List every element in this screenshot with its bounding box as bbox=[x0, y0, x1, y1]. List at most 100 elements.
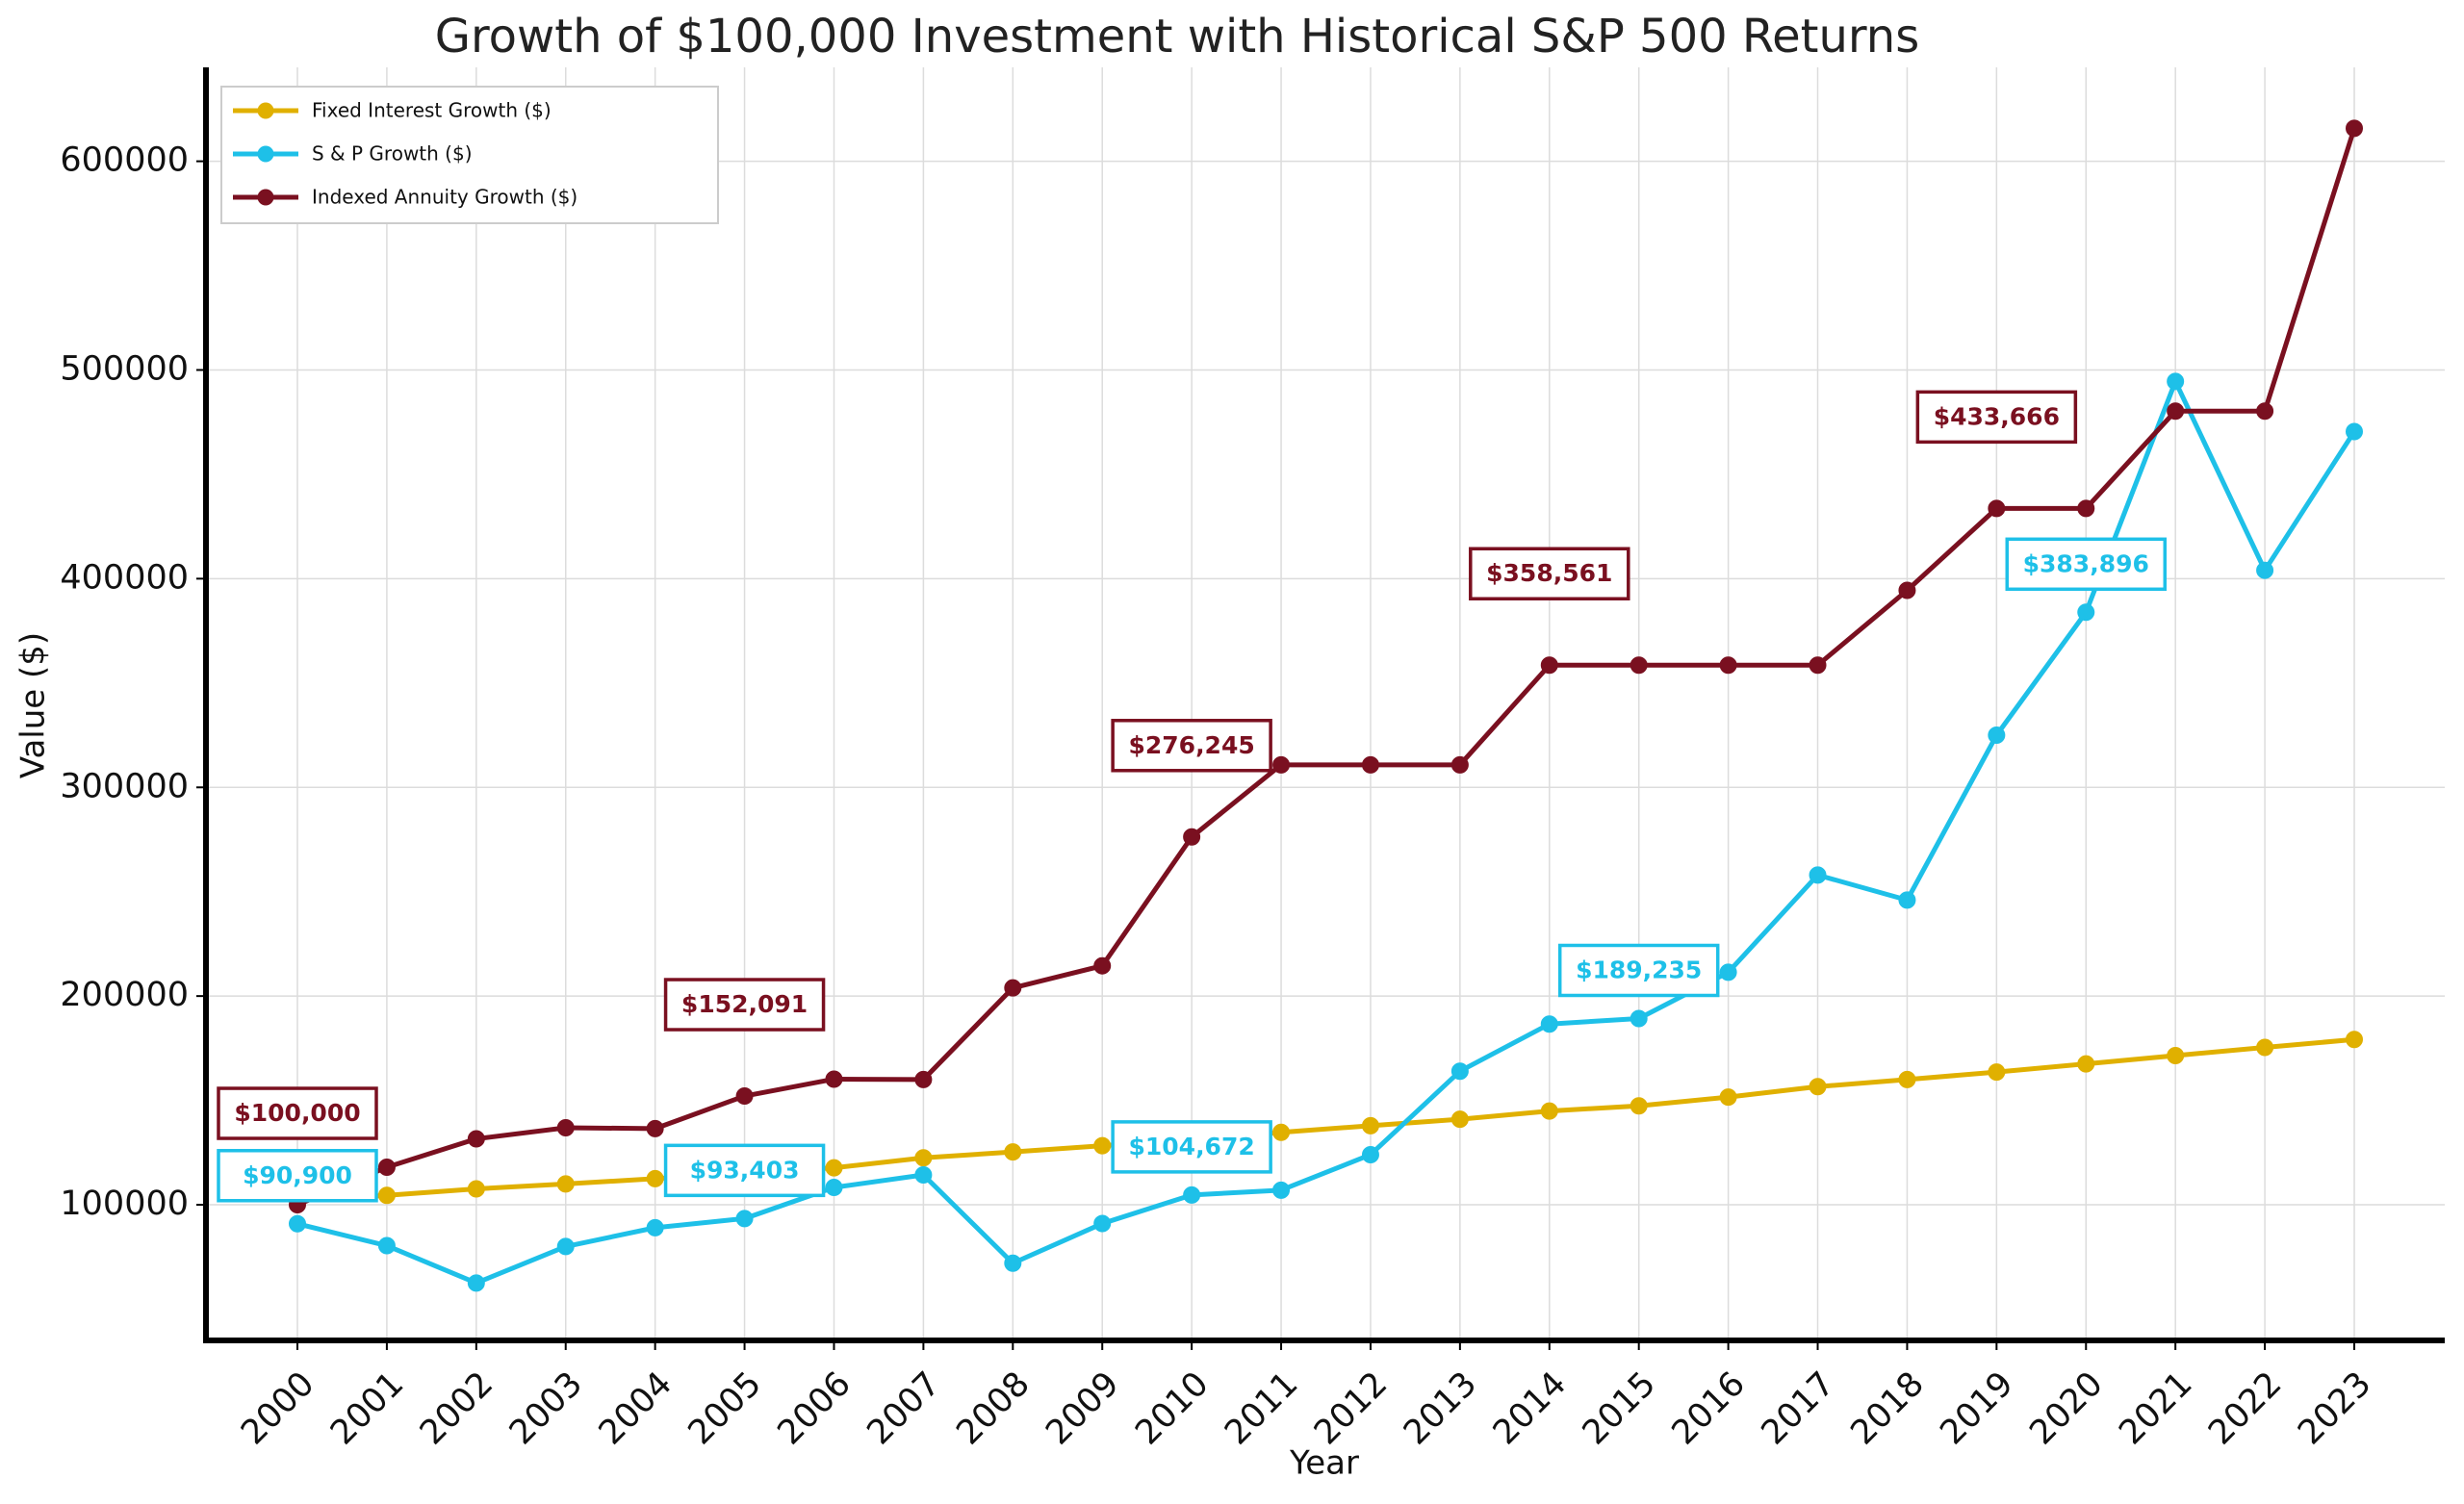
data-point bbox=[1093, 1136, 1112, 1155]
value-label-box bbox=[663, 978, 826, 1032]
data-point bbox=[2256, 402, 2274, 421]
value-label: $90,900 bbox=[243, 1161, 352, 1189]
data-point bbox=[1183, 1185, 1201, 1204]
data-point bbox=[1988, 1063, 2006, 1082]
data-point bbox=[289, 1214, 306, 1233]
data-point bbox=[646, 1119, 664, 1137]
value-label: $358,561 bbox=[1486, 559, 1612, 587]
data-point bbox=[1450, 755, 1469, 774]
value-label-box bbox=[663, 1143, 826, 1198]
data-point bbox=[2256, 1038, 2274, 1057]
data-point bbox=[1540, 656, 1558, 675]
data-point bbox=[1630, 656, 1648, 675]
data-point bbox=[2346, 119, 2363, 138]
data-point bbox=[2077, 499, 2095, 518]
value-label: $276,245 bbox=[1128, 731, 1254, 759]
data-point bbox=[735, 1210, 754, 1228]
y-tick-label: 100000 bbox=[60, 1185, 189, 1223]
series-line bbox=[296, 127, 2357, 1208]
data-point bbox=[1719, 963, 1737, 981]
legend-label: S & P Growth ($) bbox=[312, 142, 473, 166]
data-point bbox=[467, 1274, 485, 1292]
y-axis-label: Value ($) bbox=[14, 632, 53, 778]
value-label-box bbox=[1915, 390, 2078, 445]
value-label: $433,666 bbox=[1934, 402, 2060, 430]
data-point bbox=[556, 1118, 575, 1136]
data-point bbox=[1809, 866, 1827, 884]
value-label: $189,235 bbox=[1576, 956, 1702, 983]
data-point bbox=[2167, 372, 2185, 391]
data-point bbox=[1272, 1123, 1291, 1141]
value-label: $93,403 bbox=[690, 1156, 800, 1184]
data-point bbox=[1630, 1009, 1648, 1028]
data-point bbox=[467, 1180, 485, 1198]
legend-marker bbox=[257, 145, 274, 163]
value-label-box bbox=[217, 1086, 378, 1140]
data-point bbox=[646, 1218, 664, 1236]
value-label-box bbox=[1557, 943, 1720, 998]
data-point bbox=[1361, 1145, 1379, 1163]
data-point bbox=[2167, 402, 2185, 421]
y-tick-label: 200000 bbox=[60, 976, 189, 1014]
data-point bbox=[1093, 956, 1112, 975]
data-point bbox=[1630, 1097, 1648, 1115]
data-point bbox=[1093, 1214, 1112, 1233]
y-tick-label: 600000 bbox=[60, 141, 189, 180]
data-point bbox=[1719, 1088, 1737, 1107]
data-point bbox=[2077, 1055, 2095, 1073]
data-point bbox=[1988, 499, 2006, 518]
data-point bbox=[467, 1130, 485, 1148]
data-point bbox=[1809, 1078, 1827, 1096]
value-label-box bbox=[2005, 537, 2168, 592]
series-line bbox=[296, 1036, 2355, 1204]
value-label-box bbox=[1469, 547, 1630, 600]
data-point bbox=[1450, 1062, 1469, 1081]
y-tick-label: 500000 bbox=[60, 349, 189, 388]
data-point bbox=[1450, 1110, 1469, 1129]
data-point bbox=[914, 1070, 933, 1088]
value-label: $152,091 bbox=[681, 990, 808, 1018]
data-point bbox=[1272, 755, 1291, 774]
data-point bbox=[1004, 1254, 1022, 1272]
data-point bbox=[2346, 422, 2363, 441]
data-point bbox=[556, 1175, 575, 1193]
legend-marker bbox=[257, 102, 274, 119]
y-tick-label: 300000 bbox=[60, 767, 189, 805]
y-tick-label: 400000 bbox=[60, 558, 189, 597]
data-point bbox=[1540, 1015, 1558, 1033]
data-point bbox=[377, 1186, 396, 1205]
data-point bbox=[735, 1087, 754, 1106]
x-axis-label: Year bbox=[1289, 1444, 1359, 1483]
data-point bbox=[1361, 1116, 1379, 1134]
data-point bbox=[1898, 581, 1916, 599]
data-point bbox=[1898, 891, 1916, 909]
data-point bbox=[825, 1179, 843, 1197]
data-point bbox=[377, 1158, 396, 1176]
value-label: $104,672 bbox=[1128, 1133, 1254, 1160]
data-point bbox=[2346, 1031, 2363, 1049]
data-point bbox=[914, 1149, 933, 1167]
data-point bbox=[1988, 727, 2006, 745]
data-point bbox=[1183, 828, 1201, 846]
data-point bbox=[646, 1169, 664, 1187]
legend-label: Indexed Annuity Growth ($) bbox=[312, 186, 578, 209]
value-label-box bbox=[1111, 1120, 1272, 1174]
data-point bbox=[825, 1159, 843, 1177]
legend-label: Fixed Interest Growth ($) bbox=[312, 99, 552, 122]
value-label: $383,896 bbox=[2023, 549, 2149, 577]
data-point bbox=[377, 1236, 396, 1255]
data-point bbox=[1004, 1143, 1022, 1161]
data-point bbox=[914, 1166, 933, 1185]
data-point bbox=[1272, 1181, 1291, 1199]
data-point bbox=[2077, 603, 2095, 622]
data-point bbox=[1361, 755, 1379, 774]
data-point bbox=[2256, 561, 2274, 579]
value-label: $100,000 bbox=[234, 1099, 360, 1127]
data-point bbox=[1540, 1102, 1558, 1120]
data-point bbox=[1809, 656, 1827, 675]
data-point bbox=[1898, 1070, 1916, 1088]
value-label-box bbox=[217, 1149, 378, 1203]
chart-title: Growth of $100,000 Investment with Histo… bbox=[435, 10, 1919, 64]
value-label-box bbox=[1111, 719, 1272, 773]
